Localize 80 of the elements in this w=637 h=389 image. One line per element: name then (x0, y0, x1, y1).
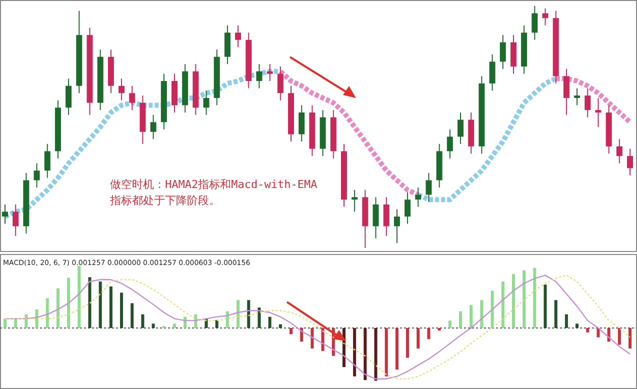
candlestick (383, 196, 390, 236)
bar (576, 324, 579, 328)
bar (470, 305, 473, 328)
bar (141, 314, 144, 328)
bar (512, 274, 515, 328)
bar (628, 328, 632, 348)
bar (46, 298, 49, 328)
bar (448, 320, 452, 328)
candlestick (266, 64, 273, 82)
bar (395, 328, 398, 370)
bar (88, 277, 92, 328)
bar (236, 300, 240, 328)
bar (98, 282, 102, 328)
candlestick (352, 189, 358, 212)
bar (618, 328, 621, 345)
candlestick (150, 114, 156, 140)
bar (172, 324, 176, 328)
bar (364, 328, 367, 380)
candlestick (66, 78, 72, 116)
bar (310, 328, 314, 348)
candlestick (277, 66, 284, 101)
bar (490, 290, 494, 328)
candlestick (616, 138, 622, 164)
bar (67, 278, 70, 328)
candlestick (542, 8, 548, 26)
bar (268, 316, 272, 328)
bar (459, 311, 462, 328)
bar (416, 328, 420, 348)
bar (406, 328, 410, 358)
bar (109, 286, 112, 328)
candlestick (34, 162, 40, 188)
candlestick (394, 208, 400, 244)
candlestick (415, 187, 422, 208)
bar (56, 288, 60, 328)
candlestick (372, 196, 379, 239)
bar (480, 300, 484, 328)
bar (152, 324, 155, 328)
bar (215, 320, 218, 328)
candlestick (563, 68, 570, 116)
candlestick (500, 34, 506, 70)
bar (427, 328, 430, 340)
bar (374, 328, 378, 381)
bar (533, 268, 536, 328)
bar (501, 282, 504, 328)
candlestick (532, 6, 538, 40)
candlestick (574, 88, 580, 106)
candlestick (489, 54, 496, 92)
candlestick (298, 104, 305, 142)
bar (564, 314, 568, 328)
bar (586, 328, 590, 332)
bar (544, 284, 547, 328)
candlestick (203, 90, 210, 116)
bar (522, 270, 526, 328)
bar (278, 324, 282, 328)
bar (4, 318, 6, 328)
candlestick (235, 24, 242, 48)
bar (247, 300, 250, 328)
candlestick (44, 143, 50, 178)
bar (130, 303, 134, 328)
bar (258, 308, 261, 328)
bar (353, 328, 356, 376)
bar (384, 328, 388, 376)
candlestick (129, 85, 136, 111)
candlestick (118, 78, 125, 101)
candlestick (256, 64, 262, 89)
bar (290, 328, 293, 334)
bar (120, 292, 124, 328)
annotation: 做空时机：HAMA2指标和Macd-with-EMA 指标都处于下降阶段。 (109, 178, 318, 207)
candlestick (458, 112, 464, 144)
candlestick (595, 97, 602, 128)
candlestick (584, 88, 591, 118)
bar (78, 266, 81, 328)
candlestick (2, 204, 8, 224)
bar (596, 328, 600, 338)
bar (554, 300, 558, 328)
candlestick (446, 128, 453, 159)
candlestick (12, 204, 19, 236)
candlestick (426, 172, 432, 203)
candlestick (404, 192, 411, 224)
candlestick (627, 148, 633, 176)
